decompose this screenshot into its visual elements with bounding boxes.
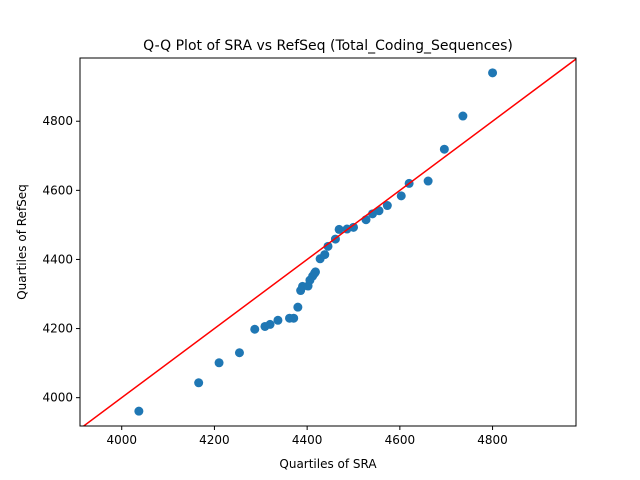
data-point <box>439 144 449 154</box>
data-point <box>334 224 344 234</box>
data-point <box>320 250 330 260</box>
y-tick-label: 4800 <box>42 114 73 128</box>
data-point <box>234 348 244 358</box>
data-point <box>423 176 433 186</box>
y-tick-label: 4400 <box>42 252 73 266</box>
y-tick-label: 4200 <box>42 322 73 336</box>
data-point <box>396 191 406 201</box>
data-point <box>194 378 204 388</box>
y-axis-ticks: 4000 4200 4400 4600 4800 <box>42 114 80 405</box>
x-tick-label: 4400 <box>292 433 323 447</box>
data-point <box>265 319 275 329</box>
data-point <box>488 68 498 78</box>
data-point <box>458 111 468 121</box>
x-axis-label: Quartiles of SRA <box>279 457 377 471</box>
data-point <box>310 267 320 277</box>
data-point <box>293 302 303 312</box>
data-point <box>289 313 299 323</box>
scatter-points <box>134 68 498 416</box>
data-point <box>323 241 333 251</box>
y-tick-label: 4000 <box>42 391 73 405</box>
x-tick-label: 4200 <box>199 433 230 447</box>
data-point <box>382 201 392 211</box>
plot-frame <box>79 57 577 427</box>
x-tick-label: 4600 <box>385 433 416 447</box>
x-axis-ticks: 4000 4200 4400 4600 4800 <box>106 426 508 447</box>
data-point <box>214 358 224 368</box>
x-tick-label: 4800 <box>477 433 508 447</box>
chart-title: Q-Q Plot of SRA vs RefSeq (Total_Coding_… <box>143 38 513 54</box>
y-tick-label: 4600 <box>42 183 73 197</box>
plot-area <box>82 58 576 426</box>
data-point <box>134 406 144 416</box>
data-point <box>250 324 260 334</box>
data-point <box>273 315 283 325</box>
x-tick-label: 4000 <box>106 433 137 447</box>
reference-line <box>82 58 576 426</box>
data-point <box>348 222 358 232</box>
y-axis-label: Quartiles of RefSeq <box>15 184 29 300</box>
